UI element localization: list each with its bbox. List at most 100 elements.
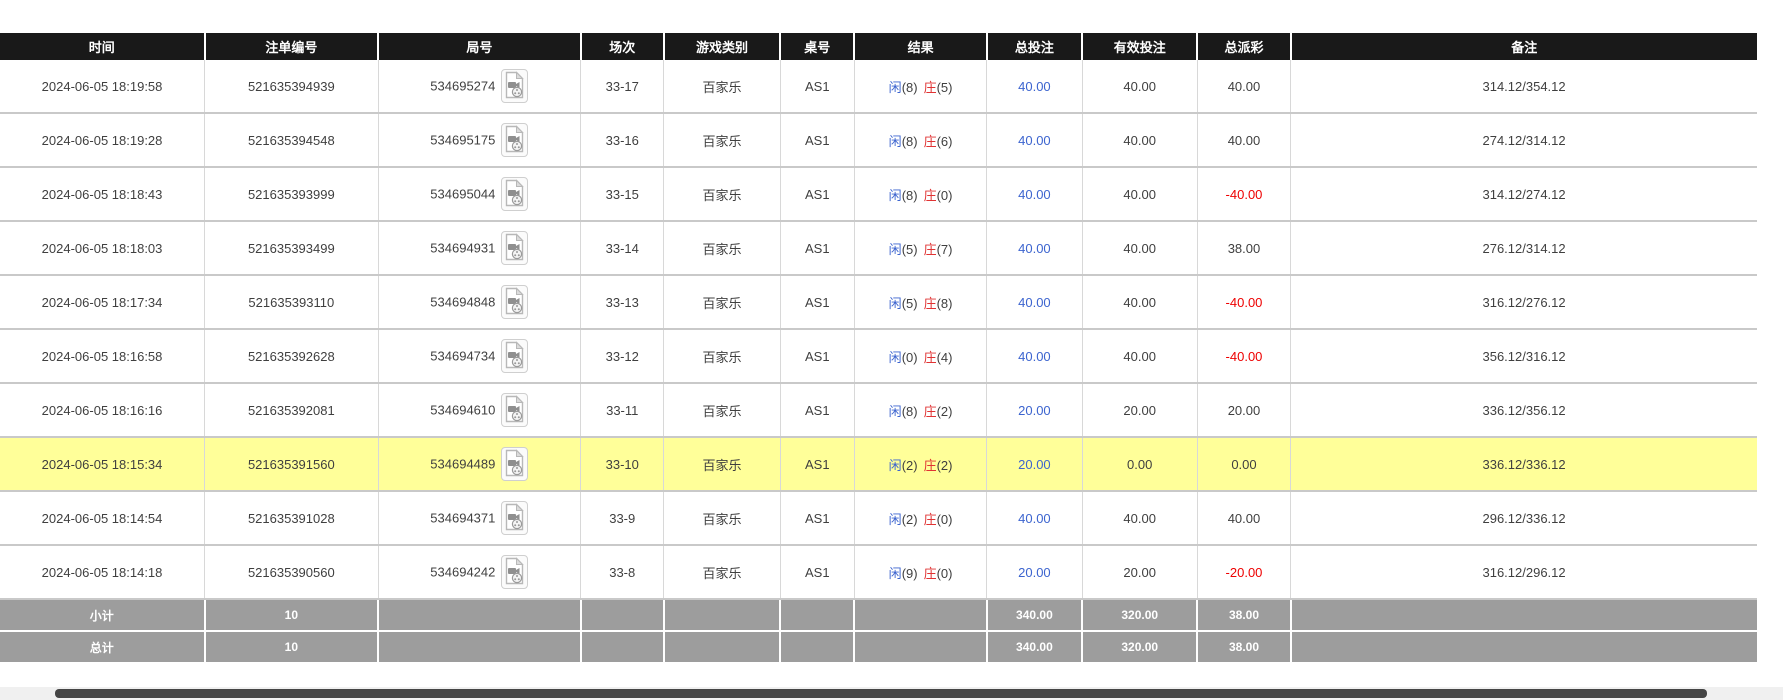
table-row: 2024-06-05 18:18:03 521635393499 534694931… bbox=[0, 221, 1757, 276]
cell-table_no: AS1 bbox=[779, 383, 855, 438]
cell-valid_bet: 40.00 bbox=[1081, 275, 1198, 330]
video-replay-button[interactable] bbox=[501, 447, 529, 481]
cell-game: 百家乐 bbox=[663, 329, 781, 384]
summary-valid-bet-cell: 320.00 bbox=[1081, 630, 1199, 664]
total-bet-link[interactable]: 20.00 bbox=[1018, 456, 1051, 472]
cell-result: 闲(2) 庄(0) bbox=[853, 491, 987, 546]
banker-result-label: 庄 bbox=[923, 511, 937, 527]
video-replay-icon bbox=[506, 341, 525, 369]
total-bet-link[interactable]: 40.00 bbox=[1018, 132, 1051, 148]
video-replay-button[interactable] bbox=[501, 555, 529, 589]
table-body: 2024-06-05 18:19:58 521635394939 534695274… bbox=[0, 60, 1757, 600]
cell-total_bet: 40.00 bbox=[986, 329, 1083, 384]
cell-table_no: AS1 bbox=[779, 167, 855, 222]
total-bet-link[interactable]: 40.00 bbox=[1018, 78, 1051, 94]
cell-payout: 40.00 bbox=[1196, 491, 1291, 546]
video-replay-icon bbox=[506, 125, 525, 153]
cell-payout: -40.00 bbox=[1196, 329, 1291, 384]
video-replay-button[interactable] bbox=[501, 177, 529, 211]
player-result-score: (0) bbox=[901, 349, 918, 365]
summary-session-cell bbox=[579, 598, 665, 632]
summary-game-cell bbox=[662, 630, 782, 664]
cell-result: 闲(8) 庄(6) bbox=[853, 113, 987, 168]
cell-session: 33-11 bbox=[580, 383, 664, 438]
banker-result-score: (7) bbox=[936, 241, 953, 257]
video-replay-icon bbox=[506, 71, 525, 99]
banker-result-label: 庄 bbox=[923, 349, 937, 365]
cell-session: 33-16 bbox=[580, 113, 664, 168]
table-header-row: 时间 注单编号 局号 场次 游戏类别 桌号 结果 总投注 有效投注 总派彩 备注 bbox=[0, 33, 1757, 60]
cell-remark: 316.12/296.12 bbox=[1290, 545, 1757, 600]
player-result-score: (8) bbox=[901, 133, 918, 149]
cell-game: 百家乐 bbox=[663, 275, 781, 330]
total-bet-link[interactable]: 40.00 bbox=[1018, 240, 1051, 256]
cell-bet_id: 521635394939 bbox=[204, 60, 379, 114]
banker-result-label: 庄 bbox=[923, 565, 937, 581]
column-header-bet_id: 注单编号 bbox=[203, 33, 379, 60]
cell-result: 闲(2) 庄(2) bbox=[853, 437, 987, 492]
column-header-time: 时间 bbox=[0, 33, 205, 60]
video-replay-button[interactable] bbox=[501, 393, 529, 427]
video-replay-button[interactable] bbox=[501, 231, 529, 265]
cell-result: 闲(8) 庄(2) bbox=[853, 383, 987, 438]
summary-result-cell bbox=[853, 598, 988, 632]
video-replay-button[interactable] bbox=[501, 501, 529, 535]
cell-valid_bet: 20.00 bbox=[1081, 545, 1198, 600]
horizontal-scrollbar-thumb[interactable] bbox=[55, 689, 1707, 698]
cell-payout: -40.00 bbox=[1196, 275, 1291, 330]
round-number: 534694931 bbox=[430, 240, 496, 256]
cell-valid_bet: 40.00 bbox=[1081, 60, 1198, 114]
cell-round: 534694931 bbox=[377, 221, 581, 276]
cell-round: 534695044 bbox=[377, 167, 581, 222]
column-header-result: 结果 bbox=[853, 33, 987, 60]
cell-valid_bet: 40.00 bbox=[1081, 491, 1198, 546]
video-replay-icon bbox=[506, 287, 525, 315]
player-result-score: (5) bbox=[901, 241, 918, 257]
cell-payout: -20.00 bbox=[1196, 545, 1291, 600]
summary-remark-cell bbox=[1289, 598, 1757, 632]
player-result-label: 闲 bbox=[888, 241, 902, 257]
video-replay-icon bbox=[506, 233, 525, 261]
total-bet-link[interactable]: 20.00 bbox=[1018, 564, 1051, 580]
round-number: 534694371 bbox=[430, 510, 496, 526]
column-header-game: 游戏类别 bbox=[662, 33, 781, 60]
cell-time: 2024-06-05 18:16:58 bbox=[0, 329, 205, 384]
round-number: 534694610 bbox=[430, 402, 496, 418]
summary-row: 小计 10 340.00 320.00 38.00 bbox=[0, 598, 1757, 632]
total-bet-link[interactable]: 40.00 bbox=[1018, 186, 1051, 202]
cell-session: 33-12 bbox=[580, 329, 664, 384]
cell-payout: 40.00 bbox=[1196, 113, 1291, 168]
round-number: 534694242 bbox=[430, 564, 496, 580]
cell-bet_id: 521635391028 bbox=[204, 491, 379, 546]
summary-payout-cell: 38.00 bbox=[1196, 630, 1292, 664]
table-row: 2024-06-05 18:19:58 521635394939 534695274… bbox=[0, 60, 1757, 114]
cell-result: 闲(8) 庄(5) bbox=[853, 60, 987, 114]
cell-remark: 356.12/316.12 bbox=[1290, 329, 1757, 384]
cell-time: 2024-06-05 18:14:54 bbox=[0, 491, 205, 546]
column-header-payout: 总派彩 bbox=[1196, 33, 1291, 60]
horizontal-scrollbar-track[interactable] bbox=[0, 687, 1783, 700]
player-result-score: (8) bbox=[901, 403, 918, 419]
bet-history-table: 时间 注单编号 局号 场次 游戏类别 桌号 结果 总投注 有效投注 总派彩 备注 2024-06-0… bbox=[0, 33, 1757, 664]
cell-remark: 274.12/314.12 bbox=[1290, 113, 1757, 168]
video-replay-button[interactable] bbox=[501, 339, 529, 373]
total-bet-link[interactable]: 40.00 bbox=[1018, 510, 1051, 526]
total-bet-link[interactable]: 40.00 bbox=[1018, 348, 1051, 364]
total-bet-link[interactable]: 20.00 bbox=[1018, 402, 1051, 418]
total-bet-link[interactable]: 40.00 bbox=[1018, 294, 1051, 310]
cell-bet_id: 521635392628 bbox=[204, 329, 379, 384]
banker-result-label: 庄 bbox=[923, 79, 937, 95]
cell-valid_bet: 0.00 bbox=[1081, 437, 1198, 492]
cell-result: 闲(5) 庄(7) bbox=[853, 221, 987, 276]
video-replay-button[interactable] bbox=[501, 123, 529, 157]
banker-result-label: 庄 bbox=[923, 187, 937, 203]
video-replay-button[interactable] bbox=[501, 69, 529, 103]
cell-game: 百家乐 bbox=[663, 545, 781, 600]
column-header-valid_bet: 有效投注 bbox=[1081, 33, 1198, 60]
summary-round-cell bbox=[377, 598, 582, 632]
video-replay-button[interactable] bbox=[501, 285, 529, 319]
cell-bet_id: 521635393110 bbox=[204, 275, 379, 330]
round-number: 534695044 bbox=[430, 186, 496, 202]
table-row: 2024-06-05 18:16:16 521635392081 534694610… bbox=[0, 383, 1757, 438]
cell-result: 闲(5) 庄(8) bbox=[853, 275, 987, 330]
